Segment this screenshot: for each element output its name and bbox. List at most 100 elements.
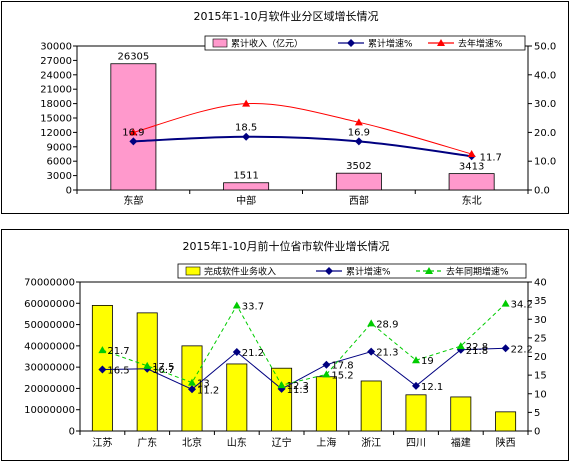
series-point [456,345,465,354]
bar [223,182,270,191]
bar [315,376,337,432]
series-line [133,102,472,155]
line-value-label: 11.7 [480,152,502,163]
x-tick-label: 东部 [123,194,143,207]
y-left-tick-label: 15000 [40,114,72,125]
series-point [412,381,420,390]
line-value-label: 12.1 [421,382,443,393]
series-point [188,378,196,386]
y-right-tick-label: 5 [534,408,540,419]
legend-label: 累计收入（亿元） [231,38,303,50]
bar [450,396,472,432]
y-left-tick-label: 20000000 [24,384,75,395]
legend-box [204,35,526,51]
series-point [354,137,363,146]
x-tick-label: 广东 [137,436,157,449]
series-point [277,381,286,389]
line-value-label: 22.8 [466,342,488,353]
y-right-tick-label: 0.0 [534,186,550,197]
x-tick-label: 辽宁 [272,436,292,449]
bar [271,367,293,432]
legend-box [177,263,527,279]
series-point [98,365,107,374]
bar [335,172,382,191]
y-left-tick-label: 12000 [40,128,72,139]
province-growth-chart: 2015年1-10月前十位省市软件业增长情况 0 10000000 20000000 3… [24,239,547,449]
line-value-label: 34.2 [511,300,533,311]
line-value-label: 21.7 [107,346,129,357]
y-left-tick-label: 30000000 [24,363,75,374]
series-point [232,348,241,357]
line-value-label: 12.3 [287,381,309,392]
x-tick-label: 江苏 [92,436,112,449]
legend-marker [437,39,445,46]
x-tick-label: 浙江 [361,437,381,449]
y-left-tick-label: 6000 [47,157,72,168]
series-line [102,347,506,390]
y-left-tick-label: 18000 [40,99,72,110]
bar [448,173,495,191]
y-right-tick-label: 30.0 [534,99,556,110]
y-left-tick-label: 27000 [40,56,72,67]
y-right-tick-label: 20.0 [534,128,556,139]
legend-label: 去年同期增速% [446,266,509,278]
y-left-tick-label: 9000 [47,142,72,153]
line-value-label: 33.7 [242,301,264,312]
x-tick-label: 四川 [406,438,426,449]
legend-swatch [185,266,201,276]
bar [110,63,157,191]
y-right-tick-label: 0 [534,427,540,438]
y-right-tick-label: 25 [534,333,547,344]
y-left-tick-label: 40000000 [24,341,75,352]
line-value-label: 13 [197,379,210,390]
series-point [412,356,420,364]
legend-label: 累计增速% [368,38,413,50]
y-left-tick-label: 30000 [40,42,72,53]
series-point [367,347,376,356]
y-left-tick-label: 0 [66,186,72,197]
y-right-tick-label: 15 [534,371,547,382]
legend-marker [425,267,433,274]
legend-label: 完成软件业务收入 [204,266,276,278]
y-right-tick-label: 10 [534,389,547,400]
y-left-tick-label: 60000000 [24,299,75,310]
line-value-label: 22.2 [511,344,533,355]
y-right-tick-label: 30 [534,315,547,326]
series-point [501,299,510,307]
y-left-tick-label: 0 [69,427,75,438]
y-right-tick-label: 40 [534,278,547,289]
y-right-tick-label: 40.0 [534,70,556,81]
bar [226,363,248,432]
x-tick-label: 上海 [316,436,336,449]
series-point [501,344,510,353]
line-value-label: 21.3 [376,348,398,359]
chart-title: 2015年1-10月软件业分区域增长情况 [194,9,379,23]
y-left-tick-label: 21000 [40,85,72,96]
series-point [354,118,363,126]
chart-panel-provinces: 2015年1-10月前十位省市软件业增长情况 0 10000000 20000000 3… [1,229,569,461]
y-left-tick-label: 70000000 [24,278,75,289]
x-tick-label: 陕西 [496,436,516,449]
y-left-tick-label: 50000000 [24,320,75,331]
y-left-tick-label: 10000000 [24,405,75,416]
y-right-tick-label: 10.0 [534,157,556,168]
regional-growth-chart: 2015年1-10月软件业分区域增长情况 0 3000 6000 9000 12000 15… [40,9,556,207]
line-value-label: 17.8 [331,361,353,372]
series-point [242,99,251,107]
series-point [188,385,196,394]
line-value-label: 16.7 [152,365,174,376]
bar [405,394,427,432]
series-point [367,319,376,327]
y-left-tick-label: 3000 [47,171,72,182]
line-value-label: 16.9 [122,127,144,138]
legend-marker [325,267,333,275]
line-value-label: 28.9 [376,319,398,330]
x-tick-label: 福建 [451,436,471,449]
bar [360,380,382,432]
x-tick-label: 东北 [462,194,482,207]
bar [495,411,517,432]
bar-value-label: 26305 [117,52,149,63]
x-tick-label: 中部 [236,194,256,207]
x-tick-label: 北京 [182,436,202,449]
line-value-label: 18.5 [235,123,257,134]
